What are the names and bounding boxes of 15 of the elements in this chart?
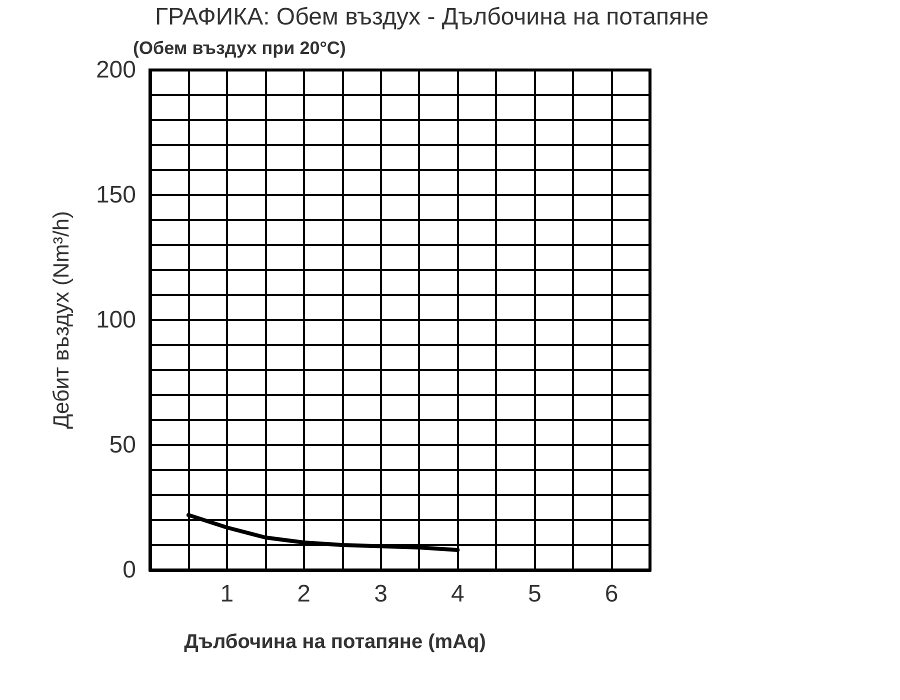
x-tick-label: 5 [528,580,542,608]
x-tick-label: 1 [220,580,234,608]
x-axis-title: Дълбочина на потапяне (mAq) [184,631,486,653]
y-tick-label: 100 [96,306,136,334]
x-tick-label: 2 [297,580,311,608]
y-tick-label: 150 [96,182,136,208]
chart-title: ГРАФИКА: Обем въздух - Дълбочина на потапяне [155,4,709,30]
y-tick-label: 200 [96,56,136,84]
x-tick-label: 4 [451,580,464,608]
y-tick-label: 0 [122,556,136,584]
y-tick-label: 50 [109,432,136,458]
y-axis-title: Дебит въздух (Nm³/h) [48,211,74,429]
x-tick-label: 3 [374,580,388,608]
x-tick-label: 6 [604,580,618,608]
chart-subtitle: (Обем въздух при 20°C) [133,38,346,58]
